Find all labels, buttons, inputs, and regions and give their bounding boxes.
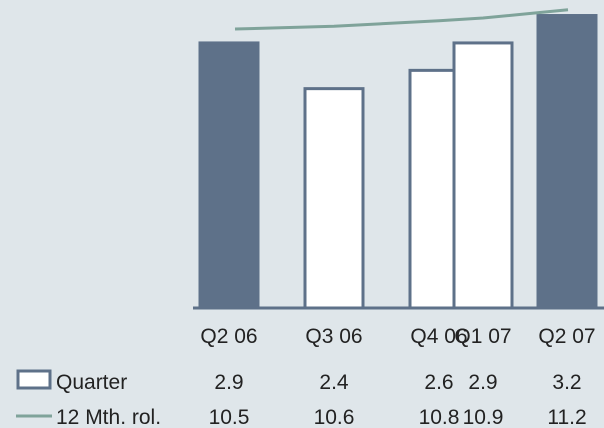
x-tick-label: Q2 06 xyxy=(200,325,257,348)
x-tick-label: Q4 06 xyxy=(410,325,467,348)
data-value-quarter: 2.9 xyxy=(214,371,243,394)
data-value-rolling: 11.2 xyxy=(547,406,586,428)
data-value-quarter: 3.2 xyxy=(552,371,581,394)
x-tick-label: Q1 07 xyxy=(454,325,511,348)
bar-group xyxy=(198,14,598,310)
data-value-rolling: 10.8 xyxy=(419,406,460,428)
legend-row-quarter: Quarter 2.9 2.4 2.6 2.9 3.2 xyxy=(16,369,582,394)
data-value-quarter: 2.6 xyxy=(424,371,453,394)
legend-swatch-quarter xyxy=(16,369,52,390)
data-value-rolling: 10.5 xyxy=(209,406,250,428)
data-value-rolling: 10.6 xyxy=(314,406,355,428)
data-value-quarter: 2.9 xyxy=(468,371,497,394)
bar-q2-06 xyxy=(198,41,260,310)
x-tick-label: Q3 06 xyxy=(305,325,362,348)
series-line-rolling xyxy=(234,8,569,31)
data-row-quarter-values: 2.9 2.4 2.6 2.9 3.2 xyxy=(214,371,581,394)
bar-q1-07 xyxy=(452,41,514,310)
data-row-rolling-values: 10.5 10.6 10.8 10.9 11.2 xyxy=(209,406,587,428)
legend-label-rolling: 12 Mth. rol. xyxy=(56,406,161,428)
legend-row-rolling: 12 Mth. rol. 10.5 10.6 10.8 10.9 11.2 xyxy=(16,406,587,428)
bar-q2-07 xyxy=(536,14,598,310)
data-value-quarter: 2.4 xyxy=(319,371,349,394)
legend-label-quarter: Quarter xyxy=(56,371,127,394)
data-value-rolling: 10.9 xyxy=(463,406,504,428)
x-tick-label: Q2 07 xyxy=(538,325,595,348)
bar-q3-06 xyxy=(303,87,365,310)
